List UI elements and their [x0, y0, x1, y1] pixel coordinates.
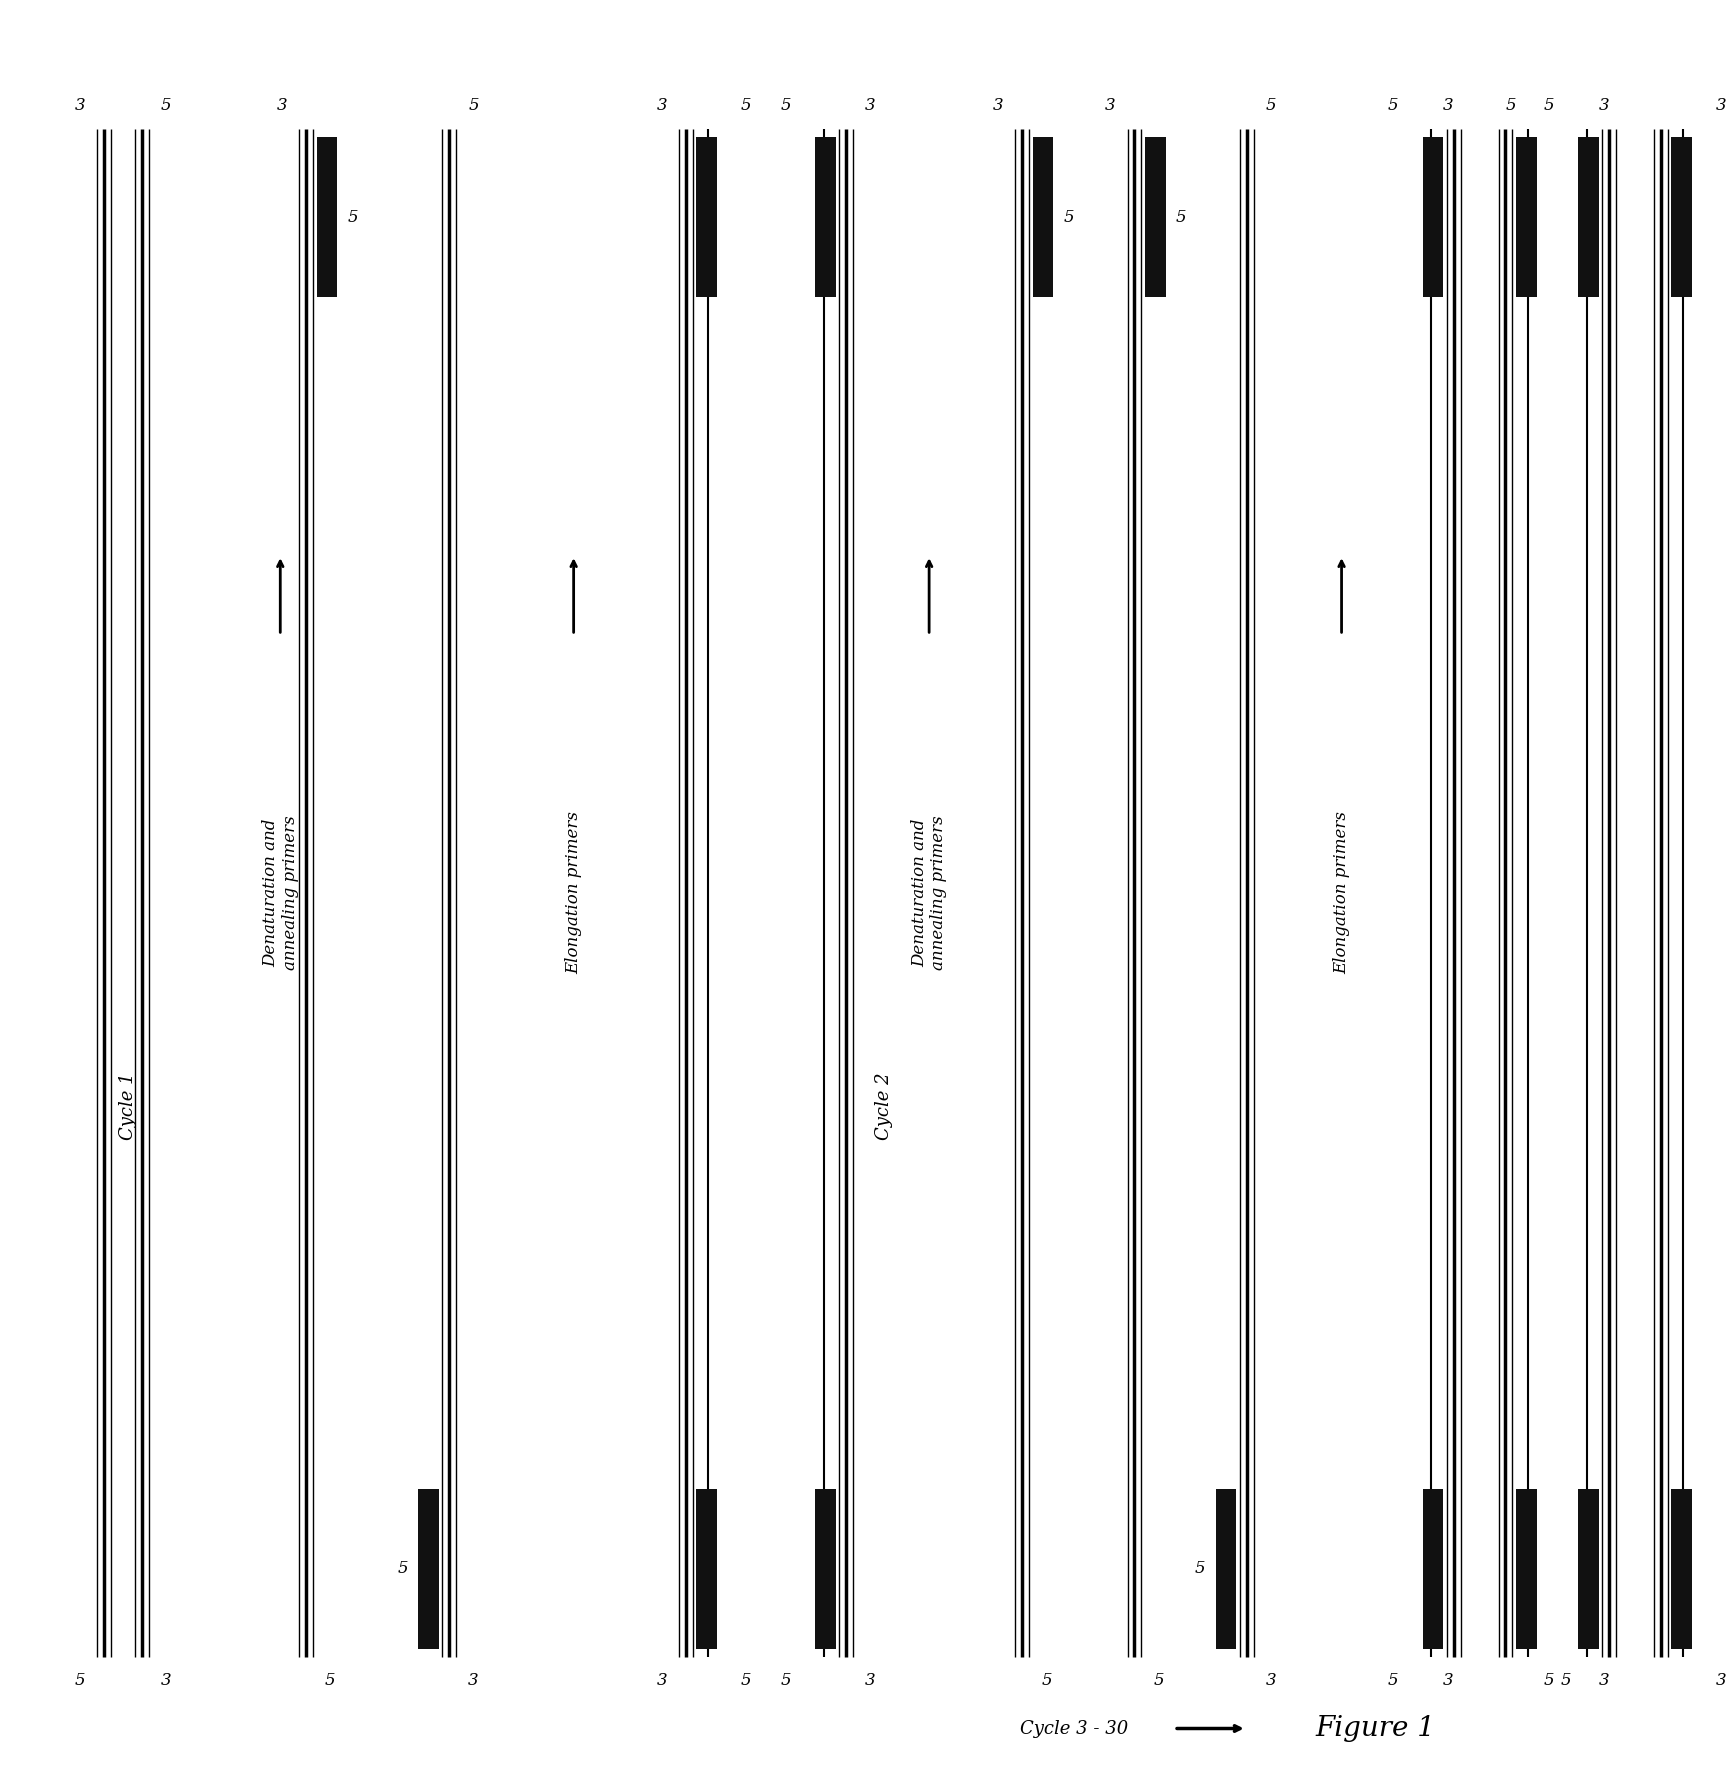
Text: Figure 1: Figure 1	[1316, 1715, 1436, 1741]
Text: 3: 3	[865, 1672, 876, 1688]
Text: 5: 5	[1153, 1672, 1164, 1688]
Text: Cycle 3 - 30: Cycle 3 - 30	[1020, 1720, 1129, 1738]
Text: Denaturation and
annealing primers: Denaturation and annealing primers	[262, 816, 298, 970]
Bar	[815, 138, 836, 298]
Text: 5: 5	[1040, 1672, 1053, 1688]
Text: 3: 3	[1599, 98, 1609, 114]
Bar	[695, 138, 716, 298]
Text: 3: 3	[657, 1672, 668, 1688]
Bar	[1672, 138, 1692, 298]
Bar	[1422, 138, 1443, 298]
Text: 5: 5	[347, 209, 357, 227]
Text: 5: 5	[1176, 209, 1186, 227]
Text: Denaturation and
annealing primers: Denaturation and annealing primers	[910, 816, 947, 970]
Bar	[317, 138, 336, 298]
Text: 5: 5	[324, 1672, 336, 1688]
Text: 3: 3	[1105, 98, 1115, 114]
Text: 5: 5	[740, 98, 751, 114]
Text: 5: 5	[161, 98, 172, 114]
Bar	[1216, 1488, 1236, 1648]
Text: 5: 5	[1543, 98, 1554, 114]
Text: 3: 3	[994, 98, 1004, 114]
Text: 5: 5	[1561, 1672, 1571, 1688]
Bar	[1422, 1488, 1443, 1648]
Text: 3: 3	[75, 98, 85, 114]
Text: 3: 3	[277, 98, 288, 114]
Text: 5: 5	[75, 1672, 85, 1688]
Text: Cycle 1: Cycle 1	[120, 1073, 137, 1139]
Bar	[1578, 138, 1599, 298]
Bar	[1672, 1488, 1692, 1648]
Text: 3: 3	[1717, 98, 1727, 114]
Text: Cycle 2: Cycle 2	[876, 1073, 893, 1139]
Text: 5: 5	[1387, 1672, 1399, 1688]
Text: 5: 5	[1505, 98, 1516, 114]
Text: 5: 5	[780, 98, 791, 114]
Bar	[815, 1488, 836, 1648]
Text: 5: 5	[1063, 209, 1075, 227]
Text: 5: 5	[468, 98, 479, 114]
Text: 5: 5	[1195, 1559, 1205, 1577]
Text: Elongation primers: Elongation primers	[1333, 811, 1351, 975]
Bar	[695, 1488, 716, 1648]
Text: 3: 3	[1717, 1672, 1727, 1688]
Bar	[418, 1488, 439, 1648]
Text: 3: 3	[865, 98, 876, 114]
Text: 3: 3	[657, 98, 668, 114]
Bar	[1516, 1488, 1536, 1648]
Text: 5: 5	[740, 1672, 751, 1688]
Text: 3: 3	[1266, 1672, 1276, 1688]
Text: 3: 3	[1443, 1672, 1453, 1688]
Text: 5: 5	[1266, 98, 1276, 114]
Text: 3: 3	[468, 1672, 479, 1688]
Text: 3: 3	[1599, 1672, 1609, 1688]
Text: 3: 3	[1443, 98, 1453, 114]
Bar	[1144, 138, 1165, 298]
Text: 3: 3	[161, 1672, 172, 1688]
Text: 5: 5	[780, 1672, 791, 1688]
Bar	[1033, 138, 1053, 298]
Text: 5: 5	[1387, 98, 1399, 114]
Text: Elongation primers: Elongation primers	[565, 811, 583, 975]
Text: 5: 5	[397, 1559, 407, 1577]
Text: 5: 5	[1543, 1672, 1554, 1688]
Bar	[1578, 1488, 1599, 1648]
Bar	[1516, 138, 1536, 298]
